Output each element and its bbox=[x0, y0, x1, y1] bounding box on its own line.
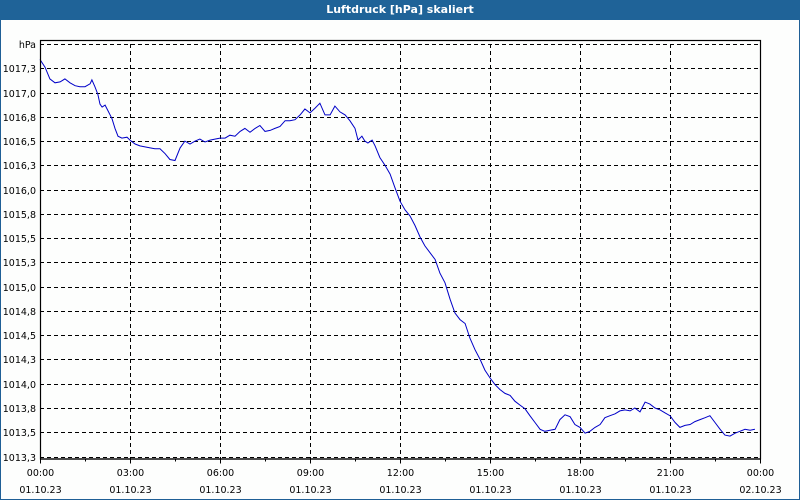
y-tick-label: 1013,3 bbox=[3, 453, 36, 464]
y-tick-label: 1014,0 bbox=[3, 380, 36, 391]
x-tick-time: 06:00 bbox=[207, 468, 234, 479]
x-tick-date: 02.10.23 bbox=[739, 485, 781, 496]
x-tick-time: 18:00 bbox=[567, 468, 594, 479]
y-tick-label: 1015,3 bbox=[3, 258, 36, 269]
chart-title: Luftdruck [hPa] skaliert bbox=[0, 0, 800, 20]
x-tick-time: 21:00 bbox=[657, 468, 684, 479]
x-tick-date: 01.10.23 bbox=[379, 485, 421, 496]
x-tick-date: 01.10.23 bbox=[109, 485, 151, 496]
y-tick-label: 1016,3 bbox=[3, 161, 36, 172]
x-tick-time: 15:00 bbox=[477, 468, 504, 479]
plot-area bbox=[39, 39, 762, 460]
x-tick-date: 01.10.23 bbox=[559, 485, 601, 496]
y-tick-label: 1016,8 bbox=[3, 113, 36, 124]
y-tick-label: 1015,5 bbox=[3, 234, 36, 245]
grid-lines bbox=[40, 44, 760, 459]
y-tick-label: 1013,5 bbox=[3, 428, 36, 439]
y-tick-label: 1014,8 bbox=[3, 307, 36, 318]
x-tick-time: 00:00 bbox=[747, 468, 774, 479]
x-tick-date: 01.10.23 bbox=[19, 485, 61, 496]
y-tick-label: 1017,0 bbox=[3, 89, 36, 100]
x-tick-date: 01.10.23 bbox=[289, 485, 331, 496]
x-tick-date: 01.10.23 bbox=[649, 485, 691, 496]
y-tick-label: 1013,8 bbox=[3, 404, 36, 415]
y-tick-label: 1015,0 bbox=[3, 283, 36, 294]
y-tick-label: hPa bbox=[19, 40, 36, 51]
y-tick-label: 1014,3 bbox=[3, 355, 36, 366]
x-tick-time: 12:00 bbox=[387, 468, 414, 479]
x-tick-date: 01.10.23 bbox=[199, 485, 241, 496]
x-axis: 00:00 01.10.23 03:00 01.10.23 06:00 01.10.23 0… bbox=[19, 458, 782, 496]
y-tick-label: 1016,5 bbox=[3, 137, 36, 148]
y-tick-label: 1016,0 bbox=[3, 186, 36, 197]
x-tick-time: 00:00 bbox=[27, 468, 54, 479]
pressure-series-line bbox=[39, 59, 756, 437]
y-tick-label: 1014,5 bbox=[3, 331, 36, 342]
x-tick-time: 03:00 bbox=[117, 468, 144, 479]
y-tick-label: 1015,8 bbox=[3, 210, 36, 221]
x-tick-time: 09:00 bbox=[297, 468, 324, 479]
y-tick-label: 1017,3 bbox=[3, 64, 36, 75]
x-tick-date: 01.10.23 bbox=[469, 485, 511, 496]
y-axis: hPa 1017,3 1017,0 1016,8 1016,5 1016,3 1016,0 1… bbox=[3, 40, 36, 464]
